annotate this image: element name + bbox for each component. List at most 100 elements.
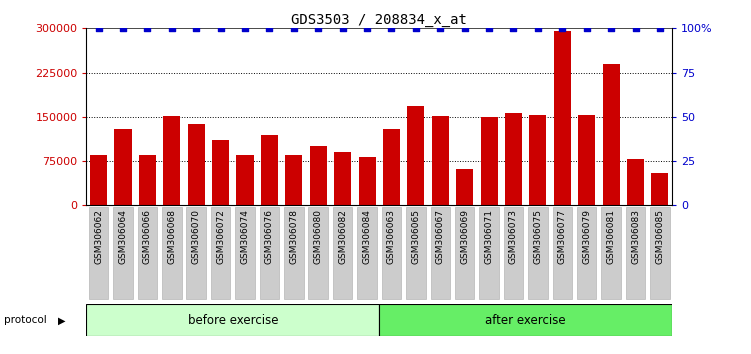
Point xyxy=(581,25,593,31)
Bar xyxy=(163,116,180,205)
Text: GSM306084: GSM306084 xyxy=(363,209,372,264)
Bar xyxy=(602,64,620,205)
Bar xyxy=(235,207,255,299)
Point xyxy=(654,25,666,31)
Point xyxy=(288,25,300,31)
Point xyxy=(190,25,202,31)
Text: GSM306075: GSM306075 xyxy=(533,209,542,264)
Point xyxy=(215,25,227,31)
Bar xyxy=(86,304,379,336)
Bar xyxy=(406,207,426,299)
Text: GSM306081: GSM306081 xyxy=(607,209,616,264)
Bar xyxy=(309,207,328,299)
Bar xyxy=(379,304,672,336)
Text: GSM306080: GSM306080 xyxy=(314,209,323,264)
Bar xyxy=(162,207,182,299)
Bar xyxy=(651,173,668,205)
Point xyxy=(508,25,520,31)
Bar xyxy=(553,31,571,205)
Text: GSM306083: GSM306083 xyxy=(631,209,640,264)
Text: GSM306067: GSM306067 xyxy=(436,209,445,264)
Bar xyxy=(333,207,352,299)
Text: after exercise: after exercise xyxy=(485,314,566,327)
Text: GSM306079: GSM306079 xyxy=(582,209,591,264)
Bar xyxy=(309,146,327,205)
Bar xyxy=(430,207,450,299)
Point xyxy=(361,25,373,31)
Bar xyxy=(188,124,205,205)
Title: GDS3503 / 208834_x_at: GDS3503 / 208834_x_at xyxy=(291,13,467,27)
Bar xyxy=(407,106,424,205)
Bar xyxy=(139,155,156,205)
Point xyxy=(421,266,433,272)
Point xyxy=(483,25,495,31)
Point xyxy=(410,25,422,31)
Bar xyxy=(260,207,279,299)
Bar xyxy=(212,141,229,205)
Bar xyxy=(334,152,351,205)
Point xyxy=(434,25,446,31)
Bar xyxy=(455,207,475,299)
Bar xyxy=(284,207,303,299)
Bar xyxy=(479,207,499,299)
Text: GSM306066: GSM306066 xyxy=(143,209,152,264)
Bar xyxy=(358,157,376,205)
Text: GSM306064: GSM306064 xyxy=(119,209,128,264)
Bar xyxy=(577,207,596,299)
Bar xyxy=(285,155,303,205)
Point xyxy=(166,25,178,31)
Point xyxy=(264,25,276,31)
Point xyxy=(556,25,569,31)
Text: protocol: protocol xyxy=(4,315,47,325)
Bar xyxy=(481,117,498,205)
Bar xyxy=(383,129,400,205)
Bar xyxy=(114,129,131,205)
Bar xyxy=(382,207,401,299)
Text: GSM306077: GSM306077 xyxy=(558,209,567,264)
Text: GSM306078: GSM306078 xyxy=(289,209,298,264)
Point xyxy=(312,25,324,31)
Bar xyxy=(357,207,377,299)
Point xyxy=(605,25,617,31)
Point xyxy=(385,25,397,31)
Text: GSM306073: GSM306073 xyxy=(509,209,518,264)
Text: GSM306068: GSM306068 xyxy=(167,209,176,264)
Bar xyxy=(89,207,108,299)
Bar xyxy=(456,169,473,205)
Text: GSM306085: GSM306085 xyxy=(656,209,665,264)
Point xyxy=(336,25,348,31)
Bar xyxy=(602,207,621,299)
Bar xyxy=(432,116,449,205)
Bar xyxy=(137,207,157,299)
Bar xyxy=(553,207,572,299)
Point xyxy=(532,25,544,31)
Point xyxy=(141,25,153,31)
Bar xyxy=(90,155,107,205)
Bar xyxy=(186,207,206,299)
Point xyxy=(629,25,641,31)
Point xyxy=(92,25,104,31)
Bar xyxy=(627,159,644,205)
Text: GSM306065: GSM306065 xyxy=(412,209,421,264)
Text: before exercise: before exercise xyxy=(188,314,278,327)
Text: ▶: ▶ xyxy=(58,315,65,325)
Bar xyxy=(113,207,133,299)
Bar xyxy=(237,155,254,205)
Text: GSM306062: GSM306062 xyxy=(94,209,103,264)
Point xyxy=(117,25,129,31)
Text: GSM306071: GSM306071 xyxy=(484,209,493,264)
Point xyxy=(239,25,251,31)
Text: GSM306070: GSM306070 xyxy=(192,209,201,264)
Bar xyxy=(529,115,547,205)
Bar xyxy=(650,207,670,299)
Bar xyxy=(211,207,231,299)
Bar xyxy=(505,113,522,205)
Bar xyxy=(528,207,547,299)
Text: GSM306063: GSM306063 xyxy=(387,209,396,264)
Text: GSM306069: GSM306069 xyxy=(460,209,469,264)
Bar xyxy=(261,135,278,205)
Text: GSM306072: GSM306072 xyxy=(216,209,225,264)
Bar xyxy=(504,207,523,299)
Text: GSM306076: GSM306076 xyxy=(265,209,274,264)
Bar xyxy=(626,207,645,299)
